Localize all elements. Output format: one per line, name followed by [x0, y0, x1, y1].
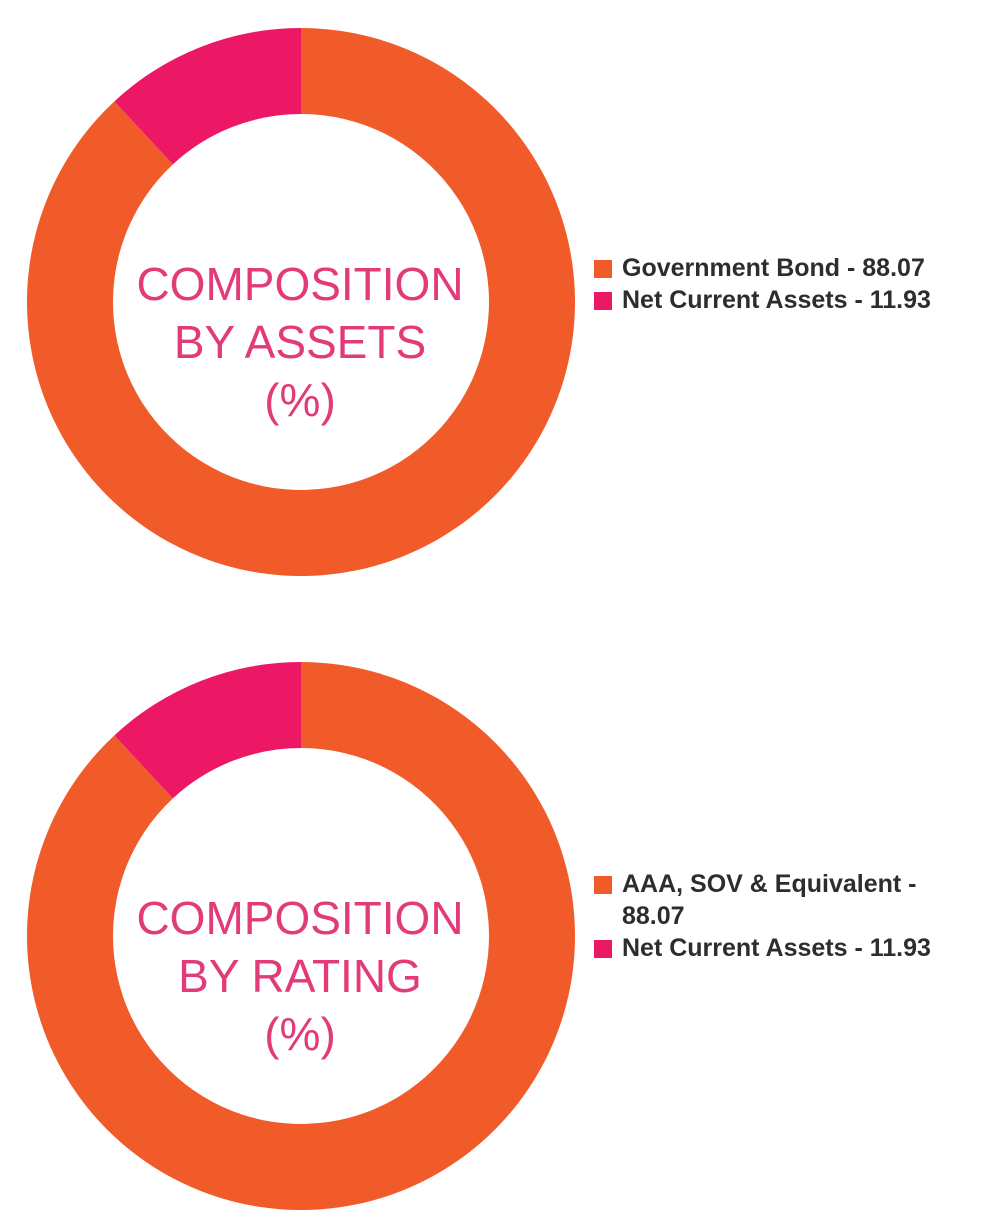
slice-government-bond — [26, 28, 576, 576]
chart-title: COMPOSITION BY ASSETS (%) — [0, 255, 600, 429]
legend-swatch — [594, 260, 612, 278]
legend-swatch — [594, 876, 612, 894]
legend-label: Government Bond - 88.07 — [622, 254, 925, 282]
chart-title: COMPOSITION BY RATING (%) — [0, 889, 600, 1063]
legend-item: Net Current Assets - 11.93 — [594, 284, 984, 316]
composition-by-rating-chart: COMPOSITION BY RATING (%) AAA, SOV & Equ… — [0, 612, 996, 1224]
chart-title-line: BY RATING — [178, 950, 422, 1002]
composition-by-assets-chart: COMPOSITION BY ASSETS (%) Government Bon… — [0, 28, 984, 576]
chart-title-line: COMPOSITION — [136, 892, 464, 944]
chart-title-line: BY ASSETS — [173, 316, 427, 368]
slice-net-current-assets — [114, 662, 301, 799]
legend-swatch — [594, 940, 612, 958]
chart-title-line: (%) — [264, 1008, 336, 1060]
donut-chart — [26, 662, 576, 1210]
legend-label: Net Current Assets - 11.93 — [622, 286, 931, 314]
slice-aaa-sov-equivalent — [26, 662, 576, 1210]
slice-net-current-assets — [114, 28, 301, 165]
legend-item: AAA, SOV & Equivalent - 88.07 — [594, 868, 984, 932]
legend-label: AAA, SOV & Equivalent - 88.07 — [622, 870, 917, 930]
legend-swatch — [594, 292, 612, 310]
chart-title-line: (%) — [264, 374, 336, 426]
legend: AAA, SOV & Equivalent - 88.07 Net Curren… — [594, 868, 984, 964]
chart-title-line: COMPOSITION — [136, 258, 464, 310]
legend: Government Bond - 88.07 Net Current Asse… — [594, 252, 984, 316]
legend-item: Net Current Assets - 11.93 — [594, 932, 984, 964]
donut-chart — [26, 28, 576, 576]
legend-label: Net Current Assets - 11.93 — [622, 934, 931, 962]
legend-item: Government Bond - 88.07 — [594, 252, 984, 284]
